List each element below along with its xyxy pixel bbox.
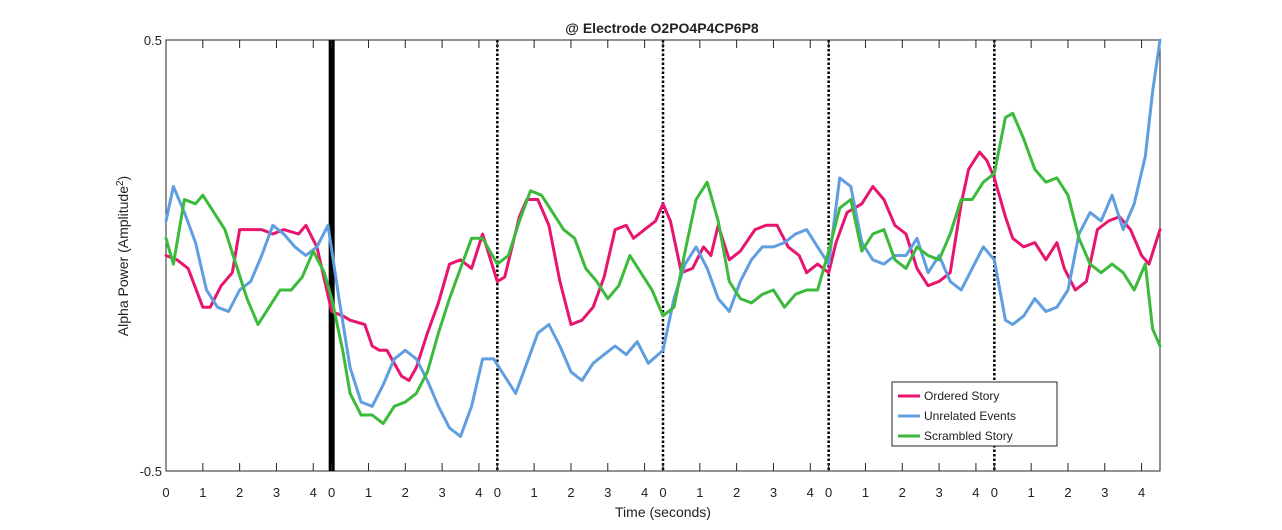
- y-tick-label-1: 0.5: [144, 33, 162, 48]
- x-tick-label-16: 0: [659, 485, 666, 500]
- chart-title: @ Electrode O2PO4P4CP6P8: [565, 20, 759, 36]
- x-tick-label-24: 3: [935, 485, 942, 500]
- x-tick-label-26: 0: [991, 485, 998, 500]
- x-tick-label-19: 3: [770, 485, 777, 500]
- x-tick-label-30: 4: [1138, 485, 1145, 500]
- y-tick-label-2: -0.5: [140, 464, 162, 479]
- x-tick-label-7: 1: [365, 485, 372, 500]
- x-tick-label-5: 4: [310, 485, 317, 500]
- x-tick-label-17: 1: [696, 485, 703, 500]
- series-line-3: [164, 111, 1162, 426]
- x-tick-label-8: 2: [402, 485, 409, 500]
- x-tick-label-23: 2: [899, 485, 906, 500]
- legend-label-2: Unrelated Events: [924, 409, 1016, 423]
- x-tick-label-22: 1: [862, 485, 869, 500]
- x-tick-label-14: 3: [604, 485, 611, 500]
- x-tick-label-3: 2: [236, 485, 243, 500]
- y-axis-label-superscript: 2: [115, 180, 126, 186]
- y-axis-label-close: ): [115, 176, 131, 181]
- x-tick-label-10: 4: [475, 485, 482, 500]
- y-axis-ticks: 0.5 -0.5: [140, 33, 174, 479]
- x-tick-label-29: 3: [1101, 485, 1108, 500]
- x-tick-label-15: 4: [641, 485, 648, 500]
- x-tick-label-20: 4: [807, 485, 814, 500]
- x-axis-label: Time (seconds): [615, 504, 711, 520]
- x-tick-label-12: 1: [531, 485, 538, 500]
- x-tick-label-27: 1: [1028, 485, 1035, 500]
- x-tick-label-25: 4: [972, 485, 979, 500]
- x-tick-label-1: 0: [162, 485, 169, 500]
- x-tick-label-4: 3: [273, 485, 280, 500]
- x-tick-label-2: 1: [199, 485, 206, 500]
- legend: Ordered Story Unrelated Events Scrambled S…: [891, 381, 1058, 447]
- y-axis-label-text: Alpha Power (Amplitude: [115, 186, 131, 336]
- series-line-2: [164, 38, 1162, 438]
- x-tick-label-18: 2: [733, 485, 740, 500]
- legend-label-3: Scrambled Story: [924, 429, 1013, 443]
- y-axis-label: Alpha Power (Amplitude2): [115, 176, 132, 336]
- x-tick-label-6: 0: [328, 485, 335, 500]
- x-tick-label-13: 2: [567, 485, 574, 500]
- x-tick-label-21: 0: [825, 485, 832, 500]
- series-lines: [164, 38, 1162, 438]
- x-tick-label-11: 0: [494, 485, 501, 500]
- x-tick-label-28: 2: [1064, 485, 1071, 500]
- legend-label-1: Ordered Story: [924, 389, 999, 403]
- x-tick-label-9: 3: [438, 485, 445, 500]
